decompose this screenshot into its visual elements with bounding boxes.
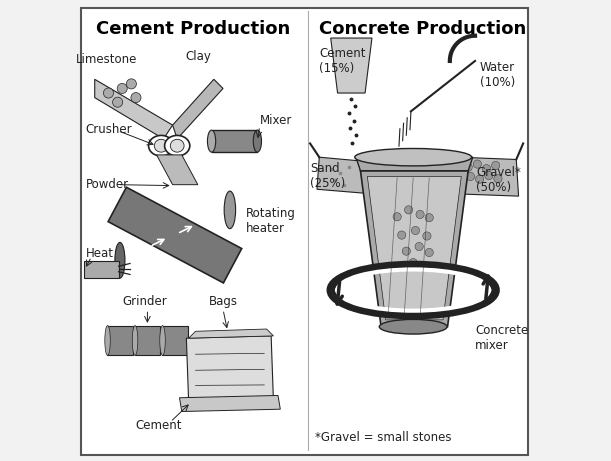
Circle shape <box>411 226 420 235</box>
Circle shape <box>404 206 412 214</box>
Text: Cement: Cement <box>136 419 182 432</box>
Polygon shape <box>108 325 133 355</box>
Ellipse shape <box>133 325 138 355</box>
Ellipse shape <box>224 191 236 229</box>
Circle shape <box>103 88 114 98</box>
Text: Sand
(25%): Sand (25%) <box>310 161 345 189</box>
Circle shape <box>416 210 424 219</box>
Text: Water
(10%): Water (10%) <box>480 61 515 89</box>
Circle shape <box>423 232 431 240</box>
Polygon shape <box>84 261 119 278</box>
Text: Heat: Heat <box>86 247 114 260</box>
Ellipse shape <box>164 136 190 156</box>
Circle shape <box>425 248 433 257</box>
FancyBboxPatch shape <box>81 8 528 455</box>
Circle shape <box>131 93 141 103</box>
Circle shape <box>402 247 411 255</box>
Text: Clay: Clay <box>185 50 211 63</box>
Polygon shape <box>317 157 372 194</box>
Text: Grinder: Grinder <box>123 296 167 308</box>
Text: Limestone: Limestone <box>76 53 137 65</box>
Circle shape <box>482 165 491 173</box>
Ellipse shape <box>379 319 447 334</box>
Polygon shape <box>367 177 461 320</box>
Polygon shape <box>331 38 372 93</box>
Ellipse shape <box>148 136 174 156</box>
Polygon shape <box>108 187 242 283</box>
Ellipse shape <box>208 130 216 152</box>
Polygon shape <box>211 130 257 152</box>
Polygon shape <box>95 79 173 139</box>
Circle shape <box>485 171 493 180</box>
Ellipse shape <box>170 139 184 152</box>
Polygon shape <box>156 155 198 185</box>
Ellipse shape <box>105 325 111 355</box>
Text: Concrete
mixer: Concrete mixer <box>475 324 529 352</box>
Text: *Gravel = small stones: *Gravel = small stones <box>315 431 451 444</box>
Text: Mixer: Mixer <box>260 114 292 127</box>
Circle shape <box>473 160 481 168</box>
Polygon shape <box>135 325 160 355</box>
Polygon shape <box>173 79 223 139</box>
Text: Crusher: Crusher <box>86 123 132 136</box>
Text: Rotating
heater: Rotating heater <box>246 207 296 235</box>
Polygon shape <box>186 336 274 402</box>
Ellipse shape <box>155 139 168 152</box>
Circle shape <box>112 97 123 107</box>
Ellipse shape <box>254 130 262 152</box>
Circle shape <box>395 263 403 271</box>
Text: Gravel*
(50%): Gravel* (50%) <box>476 166 521 194</box>
Circle shape <box>415 242 423 251</box>
Ellipse shape <box>160 325 166 355</box>
Polygon shape <box>189 329 274 338</box>
Circle shape <box>126 79 136 89</box>
Circle shape <box>464 163 472 171</box>
Circle shape <box>117 83 127 94</box>
Circle shape <box>494 175 502 183</box>
Text: Cement Production: Cement Production <box>96 20 290 38</box>
Text: Bags: Bags <box>208 296 238 308</box>
Ellipse shape <box>115 242 125 278</box>
Text: Powder: Powder <box>86 178 129 191</box>
Polygon shape <box>360 171 468 327</box>
Circle shape <box>491 161 500 170</box>
Ellipse shape <box>355 148 472 166</box>
Text: Concrete Production: Concrete Production <box>319 20 526 38</box>
Circle shape <box>393 213 401 221</box>
Circle shape <box>409 259 417 267</box>
Polygon shape <box>456 157 519 196</box>
Circle shape <box>398 231 406 239</box>
Circle shape <box>475 175 484 183</box>
Polygon shape <box>180 396 280 412</box>
Polygon shape <box>163 325 188 355</box>
Circle shape <box>466 172 475 181</box>
Text: Cement
(15%): Cement (15%) <box>319 47 366 75</box>
Polygon shape <box>356 157 473 171</box>
Circle shape <box>425 213 433 222</box>
